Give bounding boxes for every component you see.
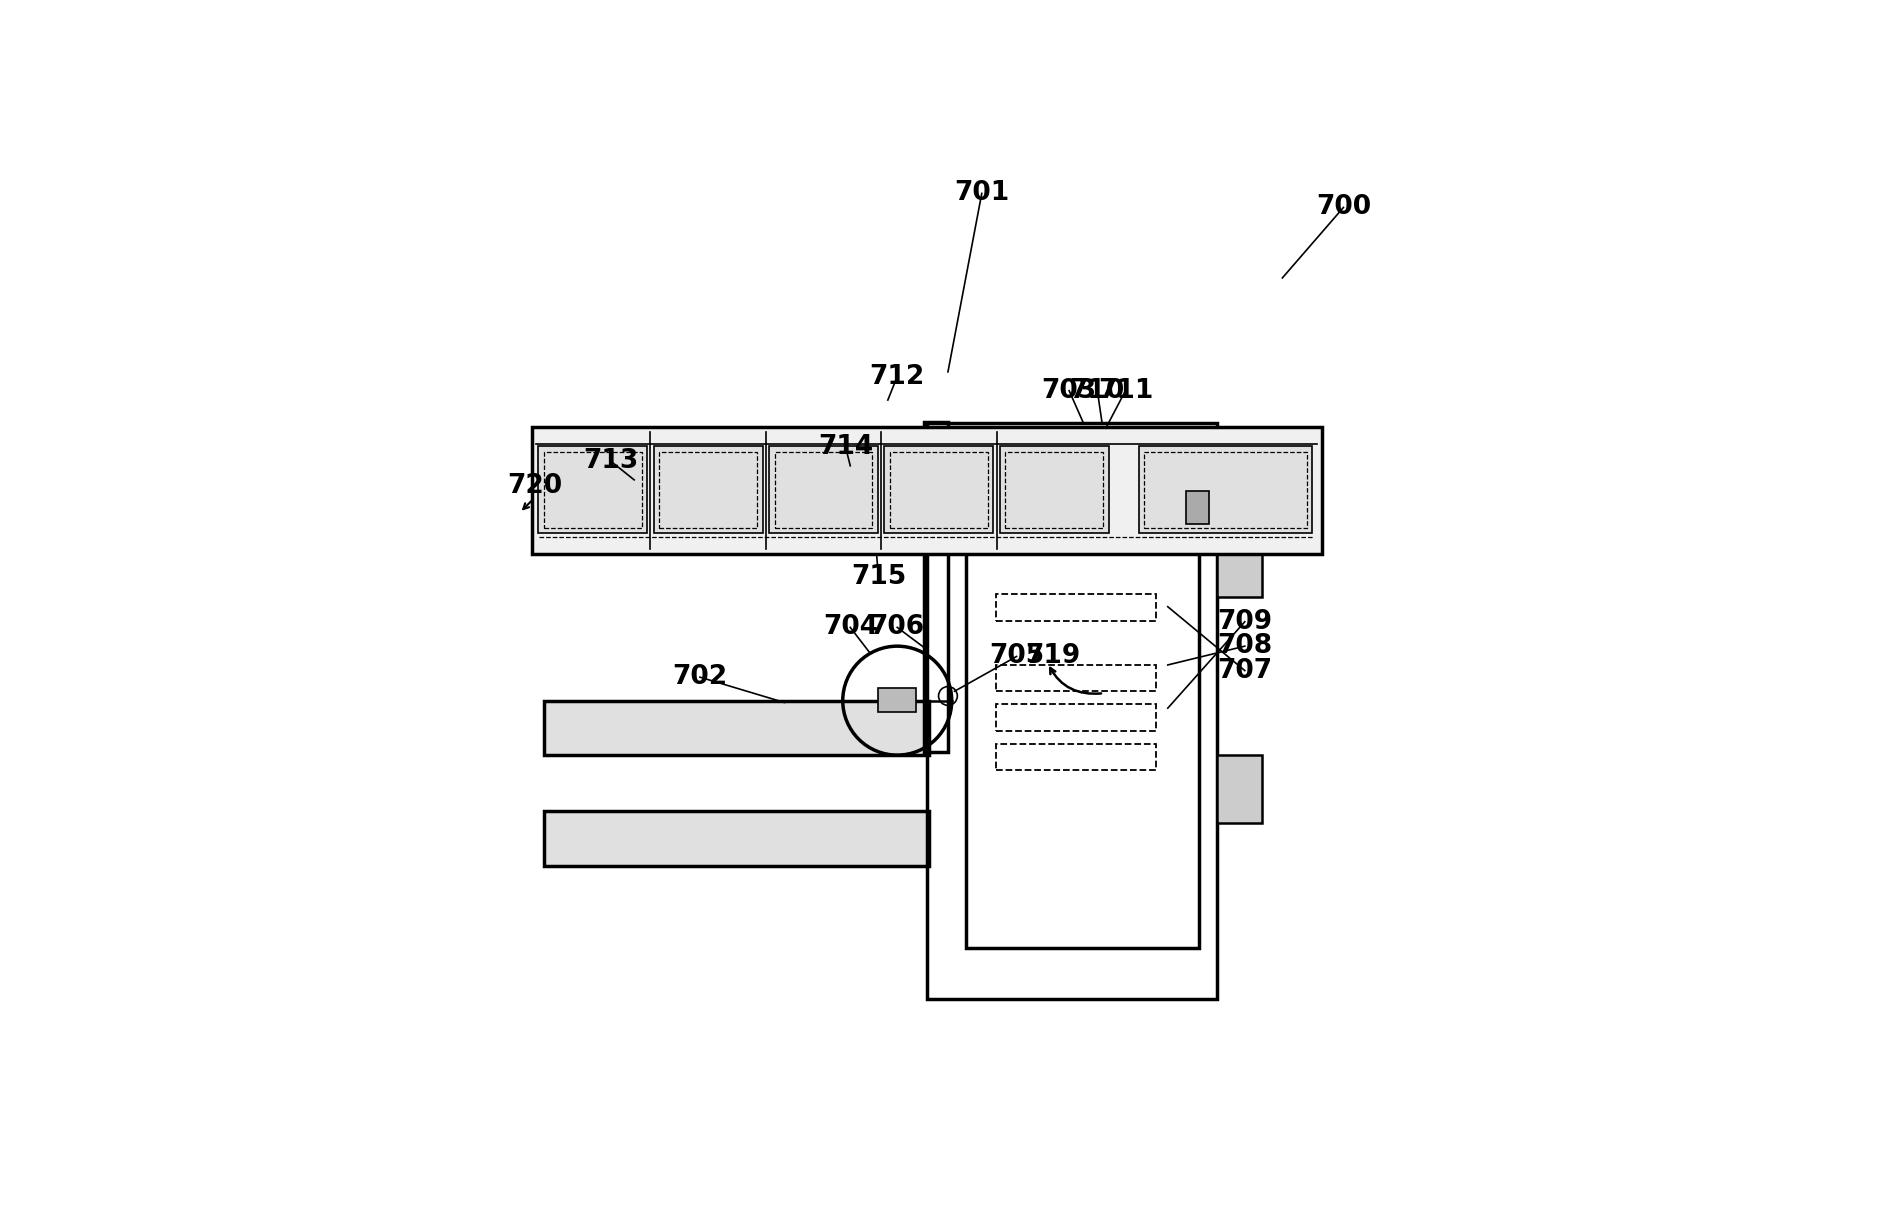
- Bar: [545, 700, 930, 755]
- Text: 706: 706: [870, 615, 924, 640]
- Text: 708: 708: [1218, 633, 1272, 659]
- Text: 714: 714: [817, 434, 874, 460]
- Bar: [879, 688, 917, 712]
- Text: 700: 700: [1315, 194, 1372, 221]
- Bar: [769, 447, 877, 533]
- Text: 704: 704: [823, 615, 877, 640]
- Bar: [1000, 447, 1109, 533]
- Text: 715: 715: [851, 564, 906, 589]
- Bar: [1144, 451, 1306, 528]
- Text: 707: 707: [1218, 658, 1272, 683]
- Bar: [966, 468, 1199, 948]
- Bar: [891, 451, 988, 528]
- Bar: [1139, 447, 1312, 533]
- Bar: [774, 451, 872, 528]
- Text: 703: 703: [1041, 378, 1097, 404]
- Bar: [532, 427, 1321, 554]
- Bar: [1005, 451, 1103, 528]
- Bar: [885, 447, 994, 533]
- Bar: [1216, 755, 1261, 822]
- Text: 702: 702: [673, 664, 727, 691]
- Text: 705: 705: [988, 643, 1045, 670]
- Bar: [654, 447, 763, 533]
- Bar: [539, 447, 646, 533]
- Text: 712: 712: [870, 364, 924, 389]
- Bar: [545, 811, 930, 866]
- Bar: [660, 451, 757, 528]
- Text: 719: 719: [1026, 643, 1080, 670]
- Bar: [996, 704, 1156, 731]
- Bar: [996, 744, 1156, 770]
- Bar: [1186, 492, 1208, 525]
- Bar: [928, 422, 1216, 999]
- Bar: [996, 665, 1156, 692]
- Bar: [545, 451, 641, 528]
- Text: 713: 713: [582, 448, 639, 475]
- Text: 720: 720: [507, 473, 562, 499]
- Bar: [924, 422, 949, 753]
- Text: 701: 701: [955, 181, 1009, 206]
- Text: 709: 709: [1218, 609, 1272, 634]
- Text: 710: 710: [1069, 378, 1126, 404]
- Bar: [1216, 529, 1261, 598]
- Text: 711: 711: [1097, 378, 1154, 404]
- Bar: [996, 594, 1156, 621]
